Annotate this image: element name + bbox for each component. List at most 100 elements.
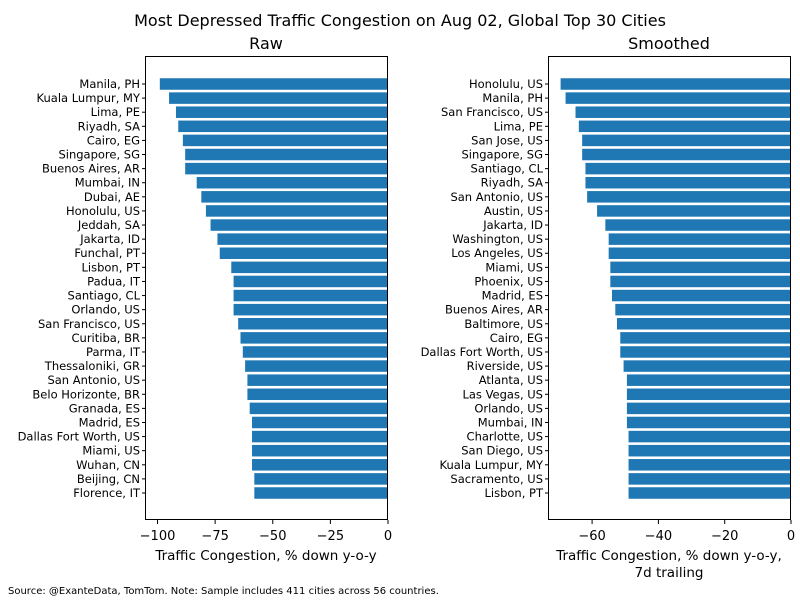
smoothed-bar (582, 148, 791, 161)
smoothed-y-tick-label: Austin, US (484, 204, 543, 218)
raw-bar (205, 205, 388, 217)
smoothed-bar (628, 459, 791, 471)
raw-y-tick-label: Wuhan, CN (76, 458, 140, 472)
smoothed-bar (582, 134, 791, 147)
smoothed-y-tick-label: Manila, PH (482, 91, 543, 105)
raw-bar (247, 374, 388, 386)
raw-y-tick-label: Jeddah, SA (77, 218, 140, 232)
smoothed-bar (597, 205, 791, 217)
chart-title: Most Depressed Traffic Congestion on Aug… (134, 11, 666, 30)
raw-y-tick-label: Mumbai, IN (75, 176, 140, 190)
raw-plot-frame (145, 56, 388, 520)
raw-x-tick-label: −100 (140, 529, 176, 544)
source-note: Source: @ExanteData, TomTom. Note: Sampl… (8, 586, 439, 597)
raw-bar (242, 346, 388, 358)
smoothed-y-tick-label: Santiago, CL (471, 162, 544, 176)
smoothed-y-tick-label: Madrid, ES (482, 289, 543, 303)
smoothed-bar (628, 444, 791, 457)
smoothed-x-tick-label: −40 (645, 529, 672, 544)
smoothed-y-tick-label: Buenos Aires, AR (445, 303, 543, 317)
raw-bar (231, 261, 388, 274)
raw-y-tick-label: Miami, US (82, 444, 140, 458)
raw-y-tick-label: Riyadh, SA (78, 119, 140, 133)
smoothed-x-tick-label: −20 (711, 529, 738, 544)
smoothed-bar (585, 176, 791, 189)
smoothed-y-tick-label: Kuala Lumpur, MY (440, 458, 544, 472)
raw-bar (233, 289, 388, 302)
smoothed-y-tick-label: Washington, US (452, 232, 543, 246)
smoothed-bar (587, 191, 791, 203)
raw-x-tick-label: 0 (384, 529, 392, 544)
smoothed-bar (560, 78, 791, 90)
raw-y-tick-label: Dubai, AE (84, 190, 140, 204)
raw-bar (252, 416, 388, 429)
raw-y-tick-label: Orlando, US (71, 303, 140, 317)
smoothed-y-tick-label: Riyadh, SA (481, 176, 543, 190)
smoothed-y-tick-label: San Jose, US (471, 133, 543, 147)
raw-bars (159, 78, 388, 499)
raw-y-tick-label: Curitiba, BR (72, 331, 140, 345)
raw-y-tick-label: Belo Horizonte, BR (32, 387, 140, 401)
smoothed-y-tick-label: Miami, US (485, 260, 543, 274)
raw-x-tick-label: −25 (317, 529, 344, 544)
raw-y-tick-label: Dallas Fort Worth, US (18, 430, 140, 444)
smoothed-y-tick-label: Phoenix, US (474, 274, 543, 288)
smoothed-bar (626, 374, 791, 386)
smoothed-bar (575, 106, 791, 118)
raw-bar (252, 459, 388, 471)
smoothed-bar (626, 402, 791, 415)
raw-bar (233, 275, 388, 288)
raw-y-tick-label: Buenos Aires, AR (42, 162, 140, 176)
smoothed-y-tick-label: Baltimore, US (464, 317, 543, 331)
smoothed-bar (585, 162, 791, 175)
raw-x-tick-label: −75 (201, 529, 228, 544)
raw-bar (185, 148, 388, 161)
raw-y-tick-label: Cairo, EG (87, 133, 140, 147)
raw-bar (169, 92, 388, 104)
smoothed-y-tick-label: Charlotte, US (467, 430, 543, 444)
smoothed-bar (628, 473, 791, 485)
smoothed-bar (578, 120, 791, 133)
smoothed-y-tick-label: Jakarta, ID (482, 218, 543, 232)
raw-bar (159, 78, 388, 90)
smoothed-y-tick-label: Los Angeles, US (451, 246, 543, 260)
smoothed-y-tick-label: San Antonio, US (450, 190, 543, 204)
raw-bar (233, 303, 388, 316)
raw-bar (254, 487, 388, 499)
raw-y-tick-label: San Antonio, US (47, 373, 140, 387)
raw-y-tick-label: Granada, ES (69, 401, 140, 415)
raw-x-tick-label: −50 (259, 529, 286, 544)
smoothed-y-tick-label: Cairo, EG (490, 331, 543, 345)
smoothed-x-axis: −60 −40 −20 0 (578, 520, 795, 544)
raw-y-tick-label: Lima, PE (91, 105, 140, 119)
smoothed-bar (616, 318, 791, 330)
smoothed-bar (626, 388, 791, 401)
smoothed-y-tick-label: Riverside, US (467, 359, 543, 373)
raw-y-tick-label: Thessaloniki, GR (44, 359, 140, 373)
smoothed-y-tick-label: Dallas Fort Worth, US (421, 345, 543, 359)
raw-bar (238, 318, 388, 330)
raw-y-tick-label: Funchal, PT (74, 246, 141, 260)
smoothed-bar (620, 332, 791, 344)
raw-y-tick-label: Florence, IT (73, 486, 141, 500)
smoothed-x-tick-label: −60 (578, 529, 605, 544)
raw-bar (175, 106, 388, 118)
smoothed-x-tick-label: 0 (787, 529, 795, 544)
smoothed-y-tick-label: Lisbon, PT (485, 486, 544, 500)
smoothed-y-tick-label: Honolulu, US (469, 77, 543, 91)
smoothed-bar (628, 487, 791, 499)
raw-y-tick-label: Parma, IT (86, 345, 141, 359)
smoothed-plot-frame (548, 56, 791, 520)
raw-bar (201, 191, 388, 203)
smoothed-bar (615, 303, 791, 316)
raw-y-tick-label: Jakarta, ID (79, 232, 140, 246)
raw-y-tick-label: Honolulu, US (66, 204, 140, 218)
raw-y-tick-label: Singapore, SG (58, 148, 140, 162)
raw-bar (185, 162, 388, 175)
smoothed-bar (628, 430, 791, 443)
smoothed-panel-subtitle: Smoothed (628, 34, 710, 53)
raw-y-tick-label: Santiago, CL (68, 289, 141, 303)
smoothed-y-tick-label: Lima, PE (494, 119, 543, 133)
